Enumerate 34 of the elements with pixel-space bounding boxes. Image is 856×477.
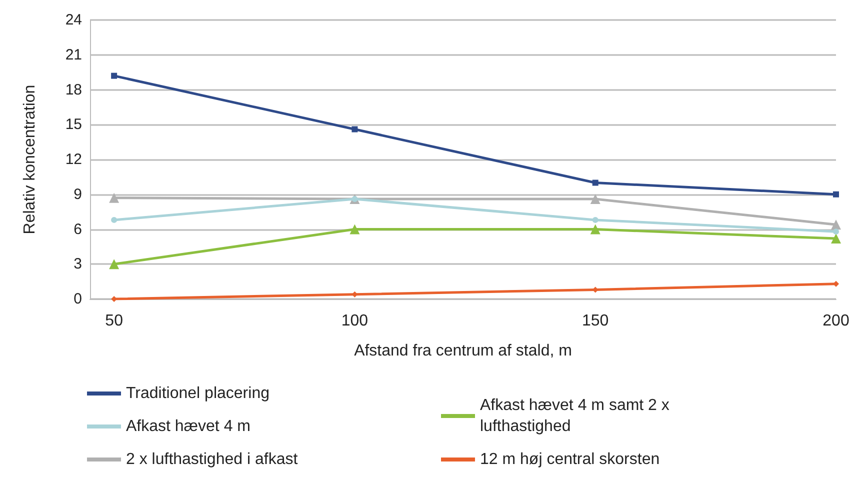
point (350, 224, 360, 234)
y-tick-label: 21 (65, 46, 82, 64)
point (590, 224, 600, 234)
point (590, 194, 600, 204)
point (109, 192, 120, 203)
x-tick-label: 200 (822, 312, 850, 330)
y-axis-title: Relativ koncentration (22, 84, 38, 234)
point (831, 220, 841, 230)
point (111, 72, 118, 79)
legend-label: Afkast hævet 4 m (126, 418, 250, 435)
y-tick-label: 24 (65, 12, 82, 28)
legend-label: 12 m høj central skorsten (480, 451, 660, 468)
x-tick-label: 150 (582, 312, 609, 330)
point (109, 259, 120, 270)
y-tick-label: 12 (65, 151, 82, 168)
point (831, 234, 841, 244)
point (833, 228, 839, 235)
y-tick-label: 0 (74, 290, 82, 308)
y-tick-label: 9 (74, 186, 82, 203)
y-tick-label: 15 (65, 116, 82, 134)
legend-label: Afkast hævet 4 m samt 2 x lufthastighed (480, 397, 670, 435)
point (592, 216, 598, 223)
point (352, 126, 358, 132)
legend-label: Traditionel placering (126, 385, 270, 402)
y-tick-label: 3 (74, 256, 82, 273)
legend-label: 2 x lufthastighed i afkast (126, 451, 298, 468)
y-tick-label: 6 (74, 220, 82, 238)
point (833, 191, 839, 198)
point (111, 216, 118, 223)
y-tick-label: 18 (65, 81, 82, 98)
x-tick-label: 100 (341, 312, 368, 330)
x-axis-title: Afstand fra centrum af stald, m (354, 342, 572, 360)
point (592, 180, 598, 186)
x-tick-label: 50 (105, 312, 124, 330)
